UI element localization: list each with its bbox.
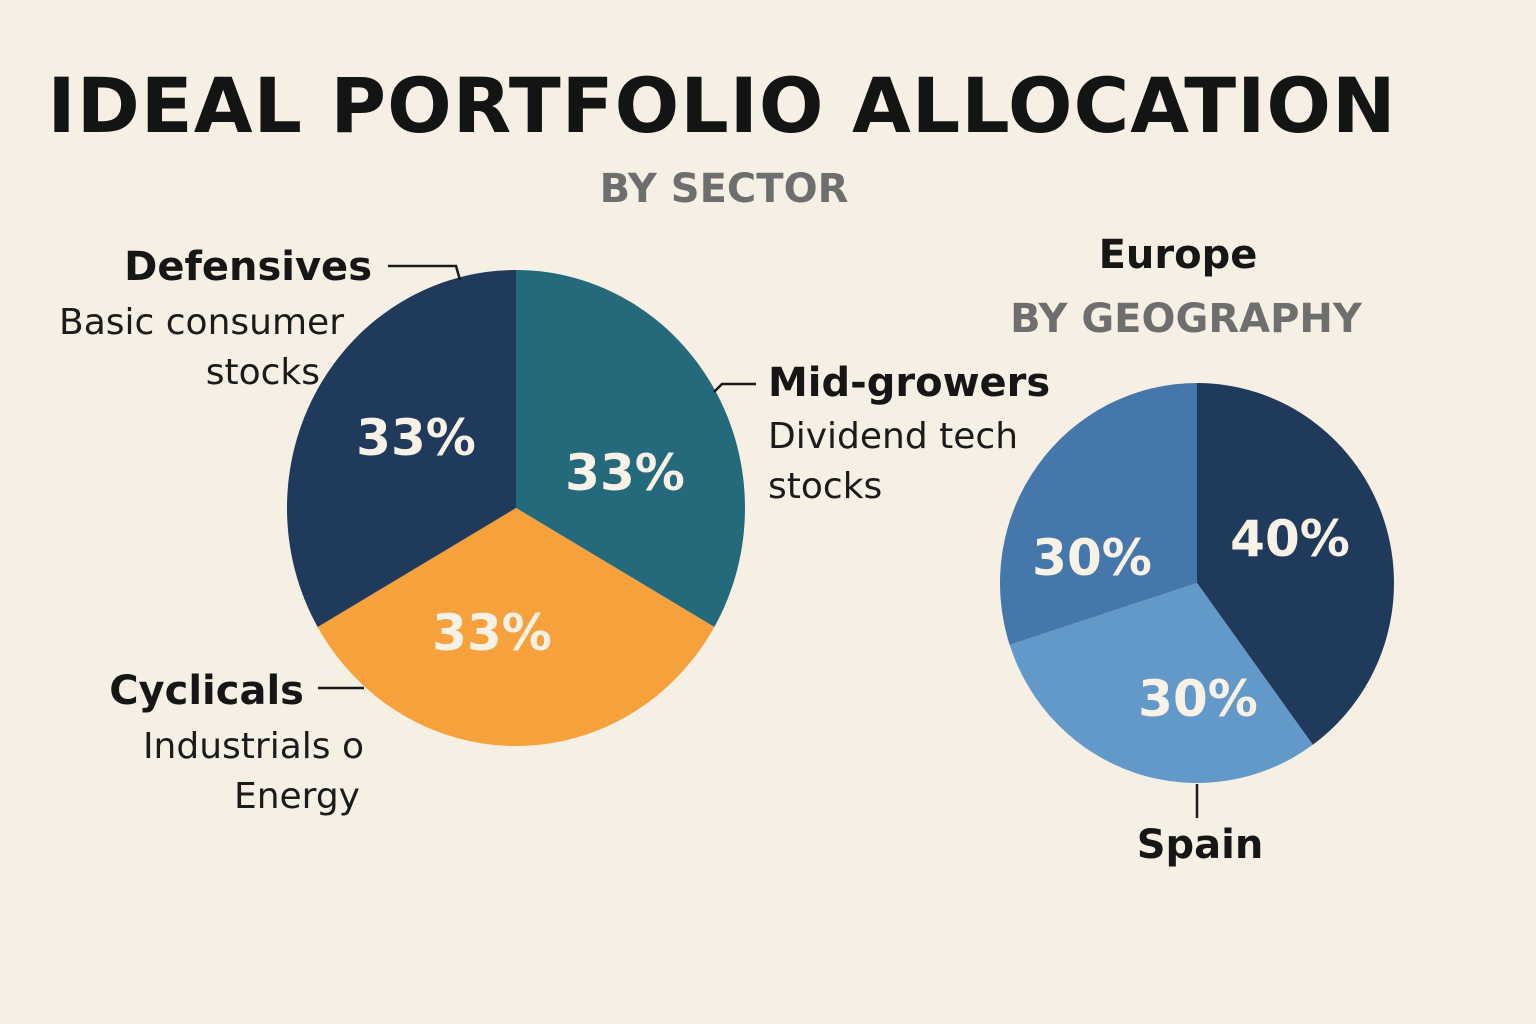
- desc-defensives-line2: stocks: [206, 352, 320, 393]
- geo-pie-value-label-2: 30%: [1032, 529, 1152, 587]
- desc-mid-growers-line2: stocks: [768, 466, 882, 507]
- geo-pie-slice-1: [1009, 583, 1313, 783]
- label-spain: Spain: [1137, 822, 1264, 868]
- sector-pie-value-label-0: 33%: [565, 444, 685, 502]
- leader-mid-growers: [713, 382, 756, 393]
- desc-cyclicals-line1: Industrials o: [143, 726, 364, 767]
- leader-defensives: [388, 264, 462, 281]
- geo-pie-value-label-0: 40%: [1230, 510, 1350, 568]
- geography-chart-title: BY GEOGRAPHY: [1010, 296, 1363, 342]
- sector-pie-slice-0: [516, 270, 746, 627]
- label-mid-growers: Mid-growers: [768, 360, 1050, 406]
- sector-pie-slice-2: [286, 270, 516, 627]
- main-title: IDEAL PORTFOLIO ALLOCATION: [47, 61, 1396, 150]
- geography-heading: Europe: [1099, 232, 1258, 278]
- geo-pie-slice-2: [999, 383, 1197, 645]
- desc-defensives-line1: Basic consumer: [59, 302, 344, 343]
- label-cyclicals: Cyclicals: [109, 668, 304, 714]
- sector-pie-value-label-2: 33%: [356, 409, 476, 467]
- label-defensives: Defensives: [124, 244, 372, 290]
- desc-cyclicals-line2: Energy: [234, 776, 360, 817]
- sector-pie-value-label-1: 33%: [432, 604, 552, 662]
- geo-pie-value-label-1: 30%: [1138, 670, 1258, 728]
- geography-pie: 40% 30% 30%: [999, 383, 1394, 783]
- desc-mid-growers-line1: Dividend tech: [768, 416, 1018, 457]
- sector-chart-title: BY SECTOR: [600, 166, 849, 212]
- sector-pie: 33% 33% 33%: [286, 270, 746, 746]
- geo-pie-slice-0: [1197, 383, 1394, 745]
